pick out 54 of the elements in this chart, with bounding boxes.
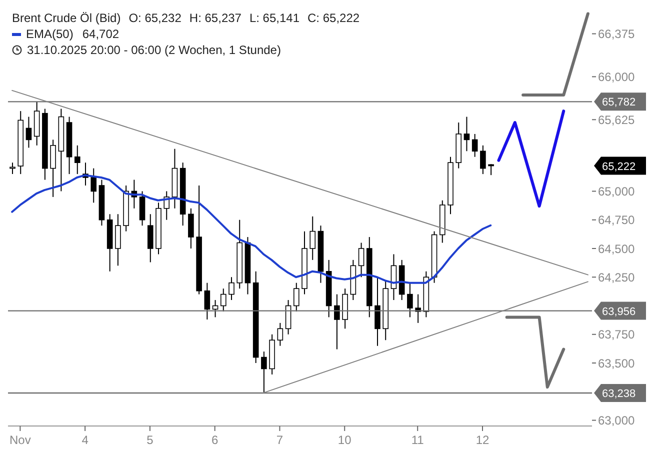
candlestick [293, 282, 300, 312]
y-tick-label: 66,000 [598, 70, 636, 84]
candlestick [220, 288, 226, 312]
candlestick [277, 322, 284, 346]
candlestick [50, 139, 56, 198]
y-tick-label: 65,625 [598, 112, 636, 127]
y-tick-label: 63,750 [598, 328, 636, 342]
candlestick [74, 144, 80, 175]
x-tick-label: 11 [411, 433, 424, 447]
ref-line-label: 63,956 [602, 306, 636, 318]
annotation: C: 65,222 [308, 10, 360, 26]
y-tick-label: 63,000 [598, 414, 636, 428]
candlestick [90, 168, 97, 204]
x-tick-label: 7 [276, 433, 284, 447]
y-tick-label: 63,500 [598, 356, 636, 370]
annotation: O: 65,232 [128, 10, 182, 26]
candlestick [374, 276, 380, 346]
x-tick-label: 5 [146, 433, 154, 447]
annotation: H: 65,237 [189, 10, 242, 26]
candlestick [472, 133, 478, 158]
candlestick [139, 190, 146, 226]
ref-line-label: 63,238 [602, 388, 636, 400]
legend-label: EMA(50) [26, 26, 74, 42]
candlestick [358, 242, 364, 278]
y-tick-label: 65,000 [598, 184, 636, 198]
candlestick [480, 144, 486, 175]
y-tick-label: 66,375 [598, 27, 636, 42]
y-tick-label: 64,750 [598, 213, 636, 228]
candlestick [115, 214, 121, 266]
text: 65,222 [602, 160, 636, 173]
candlestick [212, 300, 218, 318]
candlestick [334, 294, 340, 350]
candlestick [464, 116, 470, 152]
x-tick-label: 12 [476, 433, 490, 447]
candlestick [147, 214, 154, 263]
candlestick [188, 208, 194, 249]
candlestick [261, 351, 267, 394]
annotation: 64,702 [82, 26, 120, 42]
y-tick-label: 64,500 [598, 242, 636, 256]
x-tick-label: 6 [211, 433, 218, 447]
candlestick [407, 282, 413, 318]
x-tick-label: 10 [338, 433, 352, 447]
ref-line-label: 65,782 [602, 96, 636, 109]
text: 31.10.2025 20:00 - 06:00 (2 Wochen, 1 Stunde) [27, 42, 281, 58]
chart-title: Brent Crude Öl (Bid) [12, 10, 121, 26]
candlestick [310, 216, 316, 260]
candlestick [26, 116, 32, 148]
line-series [497, 110, 566, 208]
candlestick [228, 276, 234, 301]
y-tick-label: 64,250 [598, 270, 636, 284]
x-tick-label: Nov [9, 433, 31, 447]
candlestick [204, 282, 210, 320]
annotation: L: 65,141 [249, 10, 300, 26]
x-tick-label: 4 [82, 433, 89, 447]
